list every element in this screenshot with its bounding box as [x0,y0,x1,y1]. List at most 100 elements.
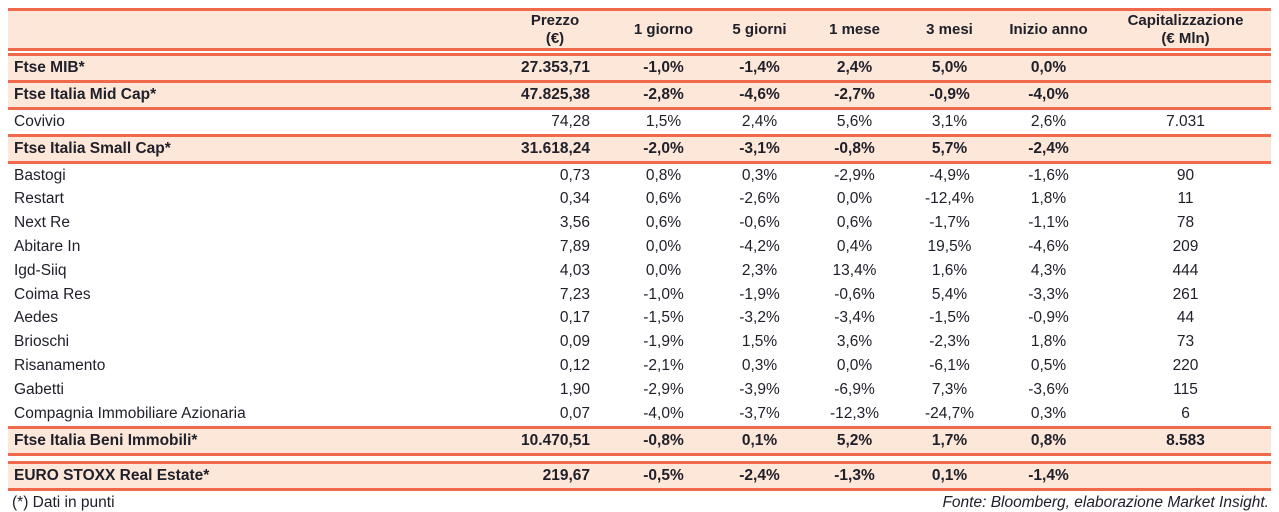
cell-m1: -1,3% [834,466,875,484]
table-row-index: EURO STOXX Real Estate* 219,67 -0,5% -2,4% -… [8,460,1271,491]
cell-name: Ftse Italia Small Cap* [14,139,171,157]
cell-m3: -4,9% [929,166,970,184]
cell-cap: 209 [1172,238,1199,256]
header-prezzo: Prezzo (€) [495,12,615,48]
cell-cap: 44 [1176,309,1195,327]
table-body: Ftse MIB* 27.353,71 -1,0% -1,4% 2,4% 5,0% 0,0%… [8,53,1271,491]
cell-m3: -6,1% [929,357,970,375]
cell-d1: -2,0% [643,139,684,157]
cell-ytd: -3,6% [1028,380,1069,398]
cell-d5: 1,5% [741,333,778,351]
cell-m3: -2,3% [929,333,970,351]
cell-d5: -1,9% [739,285,780,303]
cell-prezzo: 0,09 [559,333,590,351]
cell-d5: -1,4% [739,59,780,76]
header-3-mesi-label: 3 mesi [926,20,973,38]
cell-prezzo: 7,23 [559,285,590,303]
cell-m3: -1,7% [929,214,970,232]
cell-name: Compagnia Immobiliare Azionaria [14,404,246,422]
header-1-mese-label: 1 mese [829,20,880,38]
cell-m3: 5,7% [931,139,968,157]
cell-d5: 0,3% [741,357,778,375]
header-5-giorni-label: 5 giorni [732,20,787,38]
footnote-dati-in-punti: (*) Dati in punti [12,493,115,511]
table-row-index: Ftse Italia Beni Immobili* 10.470,51 -0,8%… [8,425,1271,456]
cell-ytd: -1,1% [1028,214,1069,232]
table-row-stock: Coima Res 7,23 -1,0% -1,9% -0,6% 5,4% -3,3% 261 [8,283,1271,307]
cell-ytd: 0,3% [1030,404,1067,422]
cell-name: Brioschi [14,333,70,351]
table-row-stock: Aedes 0,17 -1,5% -3,2% -3,4% -1,5% -0,9% 44 [8,307,1271,331]
cell-prezzo: 27.353,71 [521,59,590,76]
cell-cap: 7.031 [1166,112,1205,130]
cell-d1: -0,8% [643,431,684,449]
cell-m1: 5,2% [836,431,873,449]
header-prezzo-line2: (€) [545,29,565,47]
cell-cap: 73 [1176,333,1195,351]
header-capitalizzazione: Capitalizzazione (€ Mln) [1100,12,1271,48]
cell-cap: 78 [1176,214,1195,232]
cell-d5: -0,6% [739,214,780,232]
cell-ytd: -1,4% [1028,466,1069,484]
cell-name: Risanamento [14,357,106,375]
cell-d5: -2,4% [739,466,780,484]
cell-ytd: 4,3% [1030,261,1067,279]
table-row-stock: Brioschi 0,09 -1,9% 1,5% 3,6% -2,3% 1,8% 73 [8,330,1271,354]
cell-m1: 3,6% [836,333,873,351]
cell-m1: 0,6% [836,214,873,232]
cell-name: Aedes [14,309,58,327]
cell-m3: 1,7% [931,431,968,449]
cell-prezzo: 7,89 [559,238,590,256]
cell-d5: 0,1% [741,431,778,449]
cell-prezzo: 0,12 [559,357,590,375]
cell-d5: -3,7% [739,404,780,422]
cell-prezzo: 10.470,51 [521,431,590,449]
cell-name: Coima Res [14,285,91,303]
cell-d5: -2,6% [739,190,780,208]
cell-m3: 0,1% [931,466,968,484]
cell-d1: -1,5% [643,309,684,327]
table-row-stock: Covivio 74,28 1,5% 2,4% 5,6% 3,1% 2,6% 7.031 [8,110,1271,134]
cell-d5: 2,3% [741,261,778,279]
cell-prezzo: 219,67 [542,466,590,484]
cell-prezzo: 31.618,24 [521,139,590,157]
cell-m3: 5,4% [931,285,968,303]
table-row-stock: Risanamento 0,12 -2,1% 0,3% 0,0% -6,1% 0,5% 220 [8,354,1271,378]
cell-d1: -0,5% [643,466,684,484]
cell-d1: 1,5% [645,112,682,130]
cell-m3: -0,9% [929,86,970,103]
cell-m3: -1,5% [929,309,970,327]
cell-m1: -6,9% [834,380,875,398]
cell-ytd: 1,8% [1030,333,1067,351]
cell-cap: 444 [1172,261,1199,279]
table-row-stock: Igd-Siiq 4,03 0,0% 2,3% 13,4% 1,6% 4,3% 444 [8,259,1271,283]
table-row-index: Ftse MIB* 27.353,71 -1,0% -1,4% 2,4% 5,0% 0,0% [8,53,1271,83]
cell-d1: 0,0% [645,238,682,256]
cell-d1: -1,9% [643,333,684,351]
header-inizio-anno: Inizio anno [997,21,1100,39]
cell-cap: 115 [1173,380,1198,398]
cell-d5: 2,4% [741,112,778,130]
cell-m1: -3,4% [834,309,875,327]
table-row-stock: Next Re 3,56 0,6% -0,6% 0,6% -1,7% -1,1% 78 [8,211,1271,235]
cell-d1: -2,8% [643,86,684,103]
cell-name: EURO STOXX Real Estate* [14,466,210,484]
cell-m3: -12,4% [924,190,975,208]
header-capitalizzazione-line1: Capitalizzazione [1127,11,1244,29]
table-row-stock: Gabetti 1,90 -2,9% -3,9% -6,9% 7,3% -3,6% 115 [8,378,1271,402]
cell-d1: 0,6% [645,214,682,232]
cell-d5: -4,2% [739,238,780,256]
cell-cap: 261 [1172,285,1199,303]
cell-d1: 0,6% [645,190,682,208]
cell-name: Covivio [14,112,65,130]
cell-m1: 0,4% [836,238,873,256]
cell-prezzo: 0,73 [559,166,590,184]
cell-prezzo: 0,07 [559,404,590,422]
cell-name: Ftse MIB* [14,59,85,76]
cell-m1: 0,0% [836,357,873,375]
table-row-index: Ftse Italia Small Cap* 31.618,24 -2,0% -3,1… [8,133,1271,164]
cell-cap: 8.583 [1166,431,1205,449]
header-5-giorni: 5 giorni [712,21,807,39]
cell-ytd: 1,8% [1030,190,1067,208]
